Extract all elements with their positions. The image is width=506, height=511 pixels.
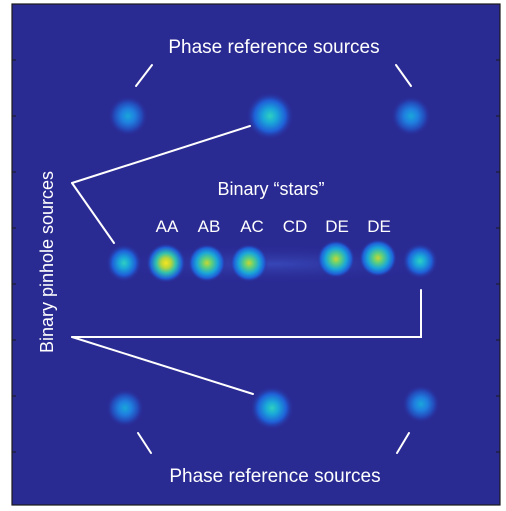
leader-pinhole-to-bottom-center [71, 336, 254, 395]
star-label: AB [198, 217, 221, 236]
leader-pinhole-to-top-center [71, 125, 251, 184]
axis-ticks [12, 59, 500, 453]
leader-pinhole-to-row-left [71, 182, 115, 244]
phase-reference-sources-top [108, 92, 431, 140]
star-label: AC [240, 217, 264, 236]
leader-lines [71, 64, 422, 454]
binary-source-AB [188, 244, 226, 282]
star-label: AA [156, 217, 179, 236]
binary-source-1 [106, 244, 142, 282]
phase-reference-label-top: Phase reference sources [168, 37, 379, 58]
binary-source-DE-1 [317, 240, 355, 278]
phase-source-top-right [391, 96, 431, 136]
star-label: DE [367, 217, 391, 236]
binary-source-8 [402, 243, 438, 279]
phase-reference-label-bottom: Phase reference sources [169, 466, 380, 487]
binary-source-DE-2 [359, 239, 397, 277]
binary-pinhole-row [100, 239, 446, 284]
binary-pinhole-sources-label: Binary pinhole sources [37, 171, 57, 353]
phase-reference-sources-bottom [106, 385, 440, 430]
binary-source-AC [230, 244, 268, 282]
phase-source-top-center [246, 92, 294, 140]
star-labels: AA AB AC CD DE DE [156, 217, 391, 236]
star-label: CD [283, 217, 308, 236]
phase-source-bottom-left [106, 389, 144, 427]
binary-stars-label: Binary “stars” [217, 179, 324, 199]
leader-bottom-right [396, 432, 410, 454]
phase-source-bottom-center [250, 386, 294, 430]
leader-pinhole-to-row-right [71, 289, 422, 338]
phase-source-bottom-right [402, 385, 440, 423]
phase-source-top-left [108, 96, 148, 136]
leader-top-left [135, 64, 153, 87]
star-label: DE [325, 217, 349, 236]
leader-top-right [395, 64, 412, 87]
leader-bottom-left [137, 432, 152, 454]
binary-source-AA [146, 243, 186, 283]
